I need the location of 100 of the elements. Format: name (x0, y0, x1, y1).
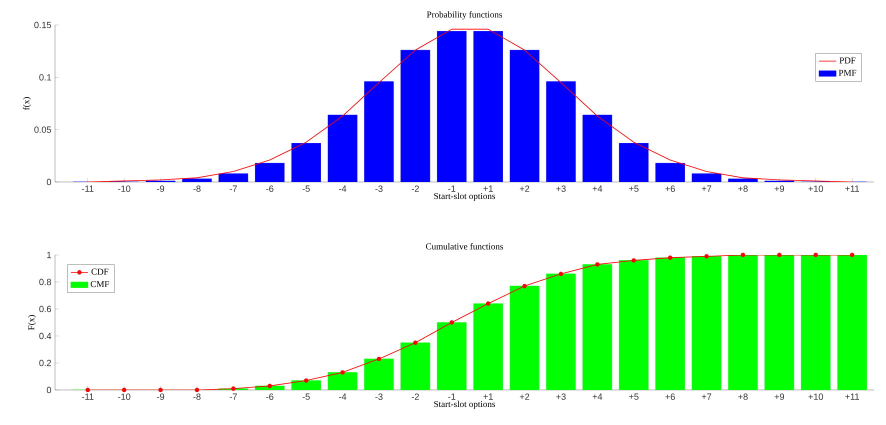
legend-label: PDF (840, 57, 856, 64)
x-tick-label: +11 (845, 186, 860, 192)
x-tick-label: +8 (738, 394, 748, 400)
legend-label: CMF (90, 281, 110, 288)
x-tick-label: -4 (338, 186, 346, 192)
y-tick-label: 0.4 (39, 332, 52, 340)
x-tick-label: +4 (592, 394, 602, 400)
x-tick-label: -9 (156, 186, 164, 192)
x-tick-label: +8 (738, 186, 748, 192)
bar (473, 303, 503, 390)
x-tick-label: -11 (82, 394, 94, 400)
point (850, 252, 854, 258)
point (704, 254, 709, 259)
x-tick-label: -8 (193, 186, 201, 192)
point (413, 340, 418, 345)
x-tick-label: -6 (266, 186, 274, 192)
x-axis-title: Start-slot options (434, 192, 496, 201)
bar (364, 358, 394, 390)
x-tick-label: +7 (702, 186, 712, 192)
y-tick-label: 0.15 (34, 22, 52, 28)
x-tick-label: -7 (230, 394, 237, 400)
x-tick-label: +1 (483, 186, 493, 192)
x-tick-label: -7 (230, 186, 237, 192)
x-tick-label: +1 (483, 394, 493, 400)
bar (291, 380, 321, 390)
x-tick-label: +2 (520, 186, 530, 192)
x-tick-label: -5 (302, 186, 310, 192)
y-axis-title: F(x) (28, 315, 36, 330)
legend-label: PMF (838, 70, 856, 76)
bar (510, 286, 540, 390)
point (632, 258, 636, 263)
x-tick-label: -2 (412, 394, 419, 400)
point (522, 284, 527, 288)
bar (582, 264, 612, 390)
y-tick-label: 0.05 (34, 126, 52, 133)
x-axis-title: Start-slot options (434, 400, 496, 409)
bar (400, 342, 430, 390)
x-tick-label: -1 (448, 186, 456, 192)
x-tick-label: -8 (193, 394, 201, 400)
point (777, 252, 782, 258)
y-tick-label: 0.6 (39, 306, 52, 312)
x-tick-label: -2 (412, 186, 419, 192)
x-tick-label: +9 (774, 186, 784, 192)
y-tick-label: 1 (47, 252, 52, 258)
y-tick-label: 0.8 (39, 278, 52, 286)
y-tick-label: 0 (46, 178, 52, 186)
x-tick-label: -4 (338, 394, 346, 400)
x-tick-label: +5 (629, 186, 639, 192)
point (194, 388, 200, 392)
x-tick-label: -11 (82, 186, 94, 192)
point (668, 255, 672, 260)
x-tick-label: +2 (520, 394, 530, 400)
point (814, 252, 818, 258)
chart-title: Probability functions (426, 11, 502, 20)
bar (800, 254, 831, 390)
bar (619, 260, 649, 390)
x-tick-label: +10 (808, 394, 824, 400)
bar (437, 322, 467, 390)
point (304, 378, 308, 383)
bar (692, 256, 722, 390)
point (740, 252, 746, 258)
y-tick-label: 0.1 (39, 74, 52, 81)
point (122, 388, 126, 392)
x-tick-label: -5 (302, 394, 310, 400)
y-tick-label: 0 (46, 386, 52, 394)
x-tick-label: +3 (556, 394, 566, 400)
x-tick-label: +9 (774, 394, 784, 400)
point (158, 388, 163, 392)
chart-title: Cumulative functions (426, 243, 504, 250)
x-tick-label: +3 (556, 186, 566, 192)
x-tick-label: +4 (592, 186, 602, 192)
y-axis-title: f(x) (22, 97, 32, 110)
x-tick-label: -10 (118, 394, 130, 400)
x-tick-label: +5 (629, 394, 639, 400)
y-tick-label: 0.2 (39, 360, 52, 366)
x-tick-label: +7 (702, 394, 712, 400)
bar (764, 254, 794, 390)
x-tick-label: -9 (156, 394, 164, 400)
point (231, 386, 236, 391)
point (450, 320, 454, 325)
x-tick-label: +11 (845, 394, 860, 400)
point (86, 388, 90, 392)
point (558, 272, 564, 276)
x-tick-label: -10 (118, 186, 130, 192)
legend-label: CDF (91, 268, 108, 275)
point (376, 356, 382, 362)
bar (328, 372, 358, 390)
point (595, 262, 600, 267)
bar (837, 254, 867, 390)
bar (728, 254, 758, 390)
bar (546, 274, 576, 390)
x-tick-label: +6 (665, 394, 675, 400)
x-tick-label: -3 (375, 394, 383, 400)
x-tick-label: +6 (665, 186, 675, 192)
x-tick-label: +10 (808, 186, 824, 192)
point (340, 370, 345, 375)
point (486, 301, 490, 306)
x-tick-label: -3 (375, 186, 383, 192)
x-tick-label: -1 (448, 394, 456, 400)
bar (655, 257, 685, 390)
